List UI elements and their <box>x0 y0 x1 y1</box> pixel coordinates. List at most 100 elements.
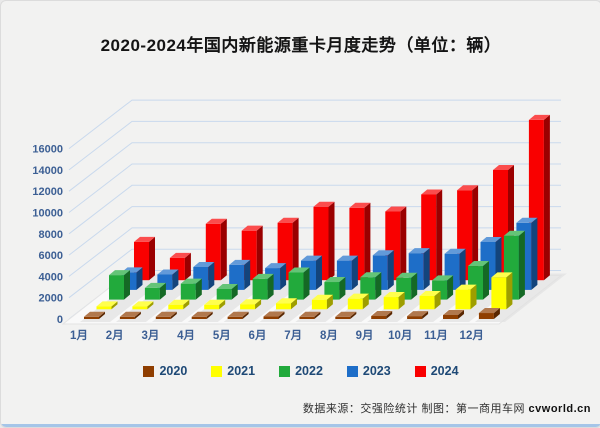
bar-2021-3月 <box>168 299 190 310</box>
bar-2020-7月 <box>299 311 321 319</box>
bar-2023-4月 <box>229 259 251 290</box>
gridline <box>68 206 561 256</box>
bar-top-face <box>229 259 251 265</box>
x-axis-label: 10月 <box>388 329 412 342</box>
x-axis-label: 1月 <box>70 329 88 342</box>
source-text: 数据来源：交强险统计 制图：第一商用车网 <box>302 403 529 415</box>
bar-side-face <box>136 267 143 290</box>
gridline <box>68 184 561 235</box>
bar-2020-8月 <box>335 311 357 319</box>
bar-side-face <box>147 301 154 310</box>
bar-side-face <box>170 311 177 319</box>
bar-top-face <box>193 262 215 268</box>
bar-side-face <box>278 311 285 319</box>
legend-item-2024: 2024 <box>414 364 459 378</box>
x-axis-label: 6月 <box>249 329 267 342</box>
bar-side-face <box>531 217 538 290</box>
bar-side-face <box>364 202 371 281</box>
bar-front-face <box>168 304 184 310</box>
bar-top-face <box>408 248 430 254</box>
bar-front-face <box>240 304 256 310</box>
bar-top-face <box>155 311 177 317</box>
bar-front-face <box>229 264 245 290</box>
bar-front-face <box>109 275 124 300</box>
bar-front-face <box>227 316 243 319</box>
bar-front-face <box>155 316 171 319</box>
bar-2024-4月 <box>241 225 263 281</box>
bar-front-face <box>84 316 99 319</box>
bar-2022-2月 <box>144 282 166 300</box>
bar-2020-9月 <box>371 311 393 319</box>
bar-side-face <box>350 311 357 319</box>
bar-top-face <box>324 277 346 283</box>
bar-side-face <box>506 272 513 310</box>
bar-2022-5月 <box>252 273 274 300</box>
bar-front-face <box>252 278 268 300</box>
bar-top-face <box>493 164 514 170</box>
bar-2022-4月 <box>216 283 238 300</box>
bar-top-face <box>360 272 382 278</box>
gridline <box>68 163 561 213</box>
bar-2020-6月 <box>263 311 285 319</box>
x-axis-label: 2月 <box>106 329 124 342</box>
bar-top-face <box>335 311 357 317</box>
bar-top-face <box>478 308 500 314</box>
bar-side-face <box>172 269 179 290</box>
series-2020 <box>84 308 500 319</box>
bar-side-face <box>472 185 479 281</box>
bar-2021-12月 <box>491 272 513 310</box>
legend-label-2022: 2022 <box>295 364 323 378</box>
y-axis-label: 10000 <box>32 208 63 220</box>
bar-front-face <box>288 272 304 300</box>
bar-2023-7月 <box>336 255 358 290</box>
bar-side-face <box>386 311 393 319</box>
bar-2020-2月 <box>119 311 141 319</box>
bar-side-face <box>436 189 443 281</box>
bar-side-face <box>256 225 263 281</box>
bar-front-face <box>191 316 207 319</box>
bar-top-face <box>216 283 238 289</box>
bar-side-face <box>411 272 418 300</box>
bar-top-face <box>205 218 227 224</box>
legend-item-2023: 2023 <box>346 364 391 378</box>
bar-top-face <box>528 114 550 120</box>
x-axis-label: 5月 <box>213 329 231 342</box>
bar-side-face <box>111 301 118 310</box>
bar-side-face <box>267 273 274 300</box>
bar-front-face <box>347 298 363 310</box>
legend-label-2024: 2024 <box>430 364 459 378</box>
bar-top-face <box>240 299 262 305</box>
bar-2022-1月 <box>109 270 130 300</box>
bar-2020-10月 <box>407 311 429 319</box>
bar-2020-1月 <box>84 311 105 319</box>
bar-side-face <box>99 311 105 319</box>
bar-side-face <box>291 298 297 310</box>
legend-item-2020: 2020 <box>143 364 187 378</box>
bar-top-face <box>455 284 477 290</box>
bar-side-face <box>459 248 466 290</box>
bar-side-face <box>231 283 238 300</box>
bar-2020-4月 <box>191 311 213 319</box>
bar-front-face <box>455 289 471 310</box>
legend-label-2020: 2020 <box>159 364 188 378</box>
bar-top-face <box>157 269 179 275</box>
bar-front-face <box>407 316 423 319</box>
bar-side-face <box>208 262 215 290</box>
bar-top-face <box>444 248 466 254</box>
bar-2021-9月 <box>383 292 405 310</box>
legend-swatch-2020 <box>143 365 155 377</box>
bar-top-face <box>480 236 502 242</box>
bar-top-face <box>347 293 369 299</box>
bar-2021-1月 <box>96 301 118 310</box>
series-2022 <box>109 230 525 300</box>
bar-side-face <box>280 263 287 290</box>
bar-side-face <box>351 255 358 290</box>
bar-top-face <box>288 267 310 273</box>
bar-2020-12月 <box>478 308 500 319</box>
y-axis-label: 16000 <box>32 144 63 156</box>
y-axis: 0 2000 4000 6000 8000 10000 12000 14000 16000 <box>32 144 63 326</box>
bar-side-face <box>149 236 155 281</box>
bar-top-face <box>432 275 454 281</box>
bar-side-face <box>458 309 464 319</box>
